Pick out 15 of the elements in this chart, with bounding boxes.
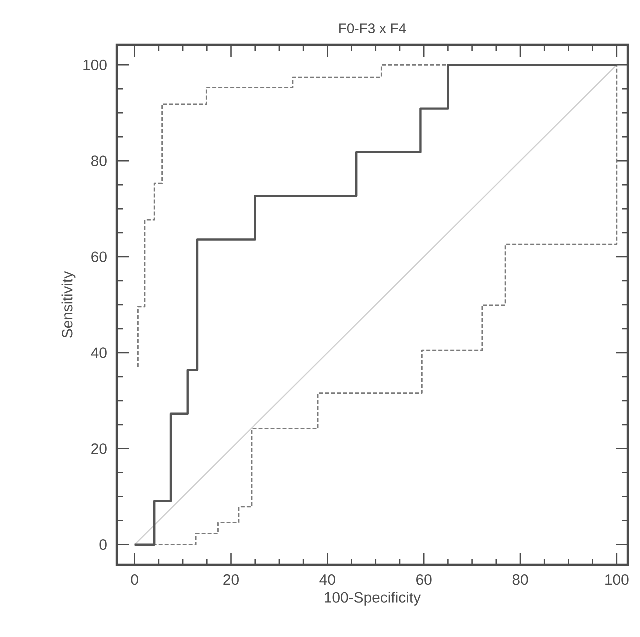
x-tick-label: 100 [606,574,629,586]
x-tick-label: 40 [320,574,336,586]
chart-title: F0-F3 x F4 [340,24,406,34]
x-tick-label: 80 [512,574,528,586]
y-tick-label: 40 [91,348,107,358]
x-axis-title: 100-Specificity [325,592,422,606]
x-tick-label: 60 [416,574,432,586]
y-tick-label: 60 [92,252,107,262]
y-tick-label: 0 [100,540,107,550]
y-tick-label: 80 [92,156,107,166]
y-tick-label: 20 [92,444,107,454]
y-axis-title: Sensitivity [62,271,76,338]
x-tick-label: 0 [131,574,138,586]
y-tick-label: 100 [84,60,107,70]
x-tick-label: 20 [224,574,239,586]
